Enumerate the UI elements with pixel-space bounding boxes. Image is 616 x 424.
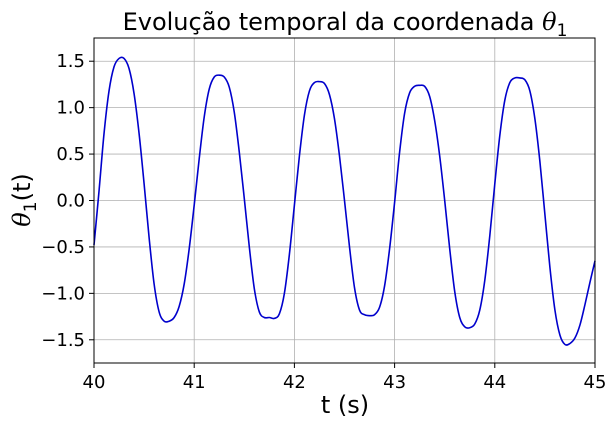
x-tick-label: 42 [283, 372, 306, 393]
chart-title: Evolução temporal da coordenada θ1 [123, 8, 568, 41]
x-tick-label: 44 [483, 372, 506, 393]
x-tick-label: 41 [183, 372, 206, 393]
x-tick-label: 43 [383, 372, 406, 393]
x-tick-label: 45 [584, 372, 607, 393]
plot-area [93, 37, 596, 364]
y-tick-label: 1.5 [56, 51, 85, 72]
x-tick-label: 40 [83, 372, 106, 393]
x-axis-label: t (s) [321, 391, 369, 419]
x-axis-ticks: 40 41 42 43 44 45 [83, 363, 607, 393]
y-tick-label: −1.0 [41, 283, 85, 304]
y-tick-label: −1.5 [41, 330, 85, 351]
y-tick-label: 1.0 [56, 98, 85, 119]
y-axis-label: θ1(t) [8, 173, 41, 226]
y-tick-label: 0.0 [56, 191, 85, 212]
y-tick-label: −0.5 [41, 237, 85, 258]
series-line-theta1 [93, 56, 596, 346]
y-axis-ticks: −1.5 −1.0 −0.5 0.0 0.5 1.0 1.5 [41, 51, 94, 351]
y-tick-label: 0.5 [56, 144, 85, 165]
